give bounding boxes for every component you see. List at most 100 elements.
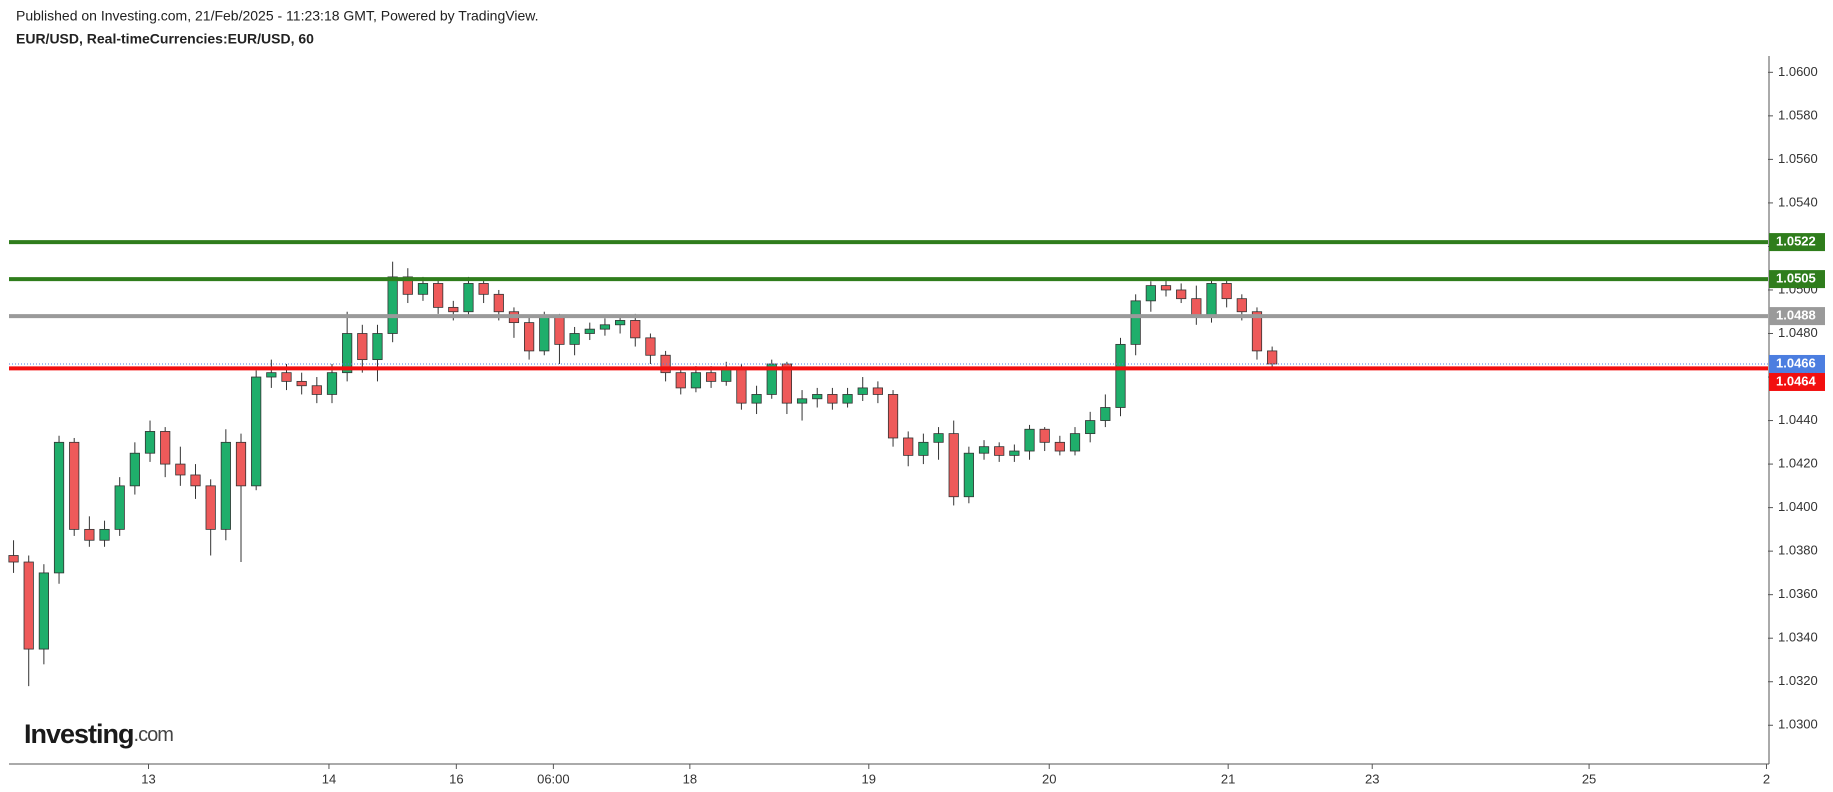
candle-body <box>994 446 1005 456</box>
candle-body <box>69 441 80 530</box>
candle-body <box>539 315 550 352</box>
x-tick-label: 23 <box>1365 771 1379 786</box>
candle-body <box>478 283 489 295</box>
candle-body <box>160 431 171 465</box>
logo-suffix: .com <box>134 724 174 746</box>
y-tick-label: 1.0540 <box>1778 194 1818 209</box>
candle-body <box>357 333 368 361</box>
candle-body <box>311 385 322 395</box>
candle-body <box>1221 283 1232 300</box>
candle-body <box>978 446 990 454</box>
candle-body <box>235 441 247 487</box>
x-tick-label: 14 <box>322 771 336 786</box>
y-tick-label: 1.0300 <box>1778 717 1818 732</box>
logo: Investing.com <box>24 719 173 749</box>
candle-body <box>524 322 535 352</box>
candle-body <box>1115 343 1126 408</box>
x-tick-label: 13 <box>141 771 155 786</box>
candle-body <box>220 441 231 530</box>
candle-body <box>38 572 49 650</box>
candle-body <box>599 324 611 330</box>
candle-body <box>812 394 823 400</box>
candle-body <box>463 283 474 313</box>
candle-body <box>918 441 929 456</box>
candle-body <box>175 463 186 476</box>
candle-body <box>433 283 444 308</box>
candle-body <box>342 333 353 374</box>
candle-body <box>1130 300 1141 345</box>
symbol: EUR/USD, Real-timeCurrencies:EUR/USD, 60 <box>16 31 314 47</box>
y-tick-label: 1.0400 <box>1778 499 1818 514</box>
candle-body <box>144 431 156 454</box>
x-tick-label: 2 <box>1763 771 1770 786</box>
y-tick-label: 1.0420 <box>1778 456 1818 471</box>
candle-body <box>417 283 429 295</box>
candle-body <box>23 561 34 650</box>
candle-body <box>205 485 216 530</box>
y-tick-label: 1.0340 <box>1778 630 1818 645</box>
price-tag <box>1769 233 1825 252</box>
candle-body <box>266 372 277 378</box>
price-tag-label: 1.0522 <box>1776 234 1816 249</box>
candle-body <box>1145 285 1156 302</box>
price-tag-label: 1.0464 <box>1776 373 1817 388</box>
candle-body <box>887 394 899 439</box>
candle-body <box>190 474 201 487</box>
candle-body <box>387 276 398 334</box>
y-tick-label: 1.0380 <box>1778 543 1818 558</box>
candle-body <box>1009 450 1020 456</box>
candle-body <box>99 528 110 541</box>
candle-body <box>963 452 974 498</box>
x-tick-label: 19 <box>862 771 876 786</box>
candle-body <box>84 528 95 541</box>
x-tick-label: 18 <box>683 771 697 786</box>
x-tick-label: 16 <box>449 771 463 786</box>
candle-body <box>251 376 262 487</box>
candle-body <box>1176 289 1187 300</box>
y-tick-label: 1.0480 <box>1778 325 1818 340</box>
candle-body <box>1236 298 1247 313</box>
x-tick-label: 06:00 <box>537 771 570 786</box>
candle-body <box>842 394 853 404</box>
candle-body <box>296 380 307 387</box>
y-tick-label: 1.0560 <box>1778 151 1818 166</box>
candle-body <box>1054 441 1065 452</box>
candle-body <box>796 398 808 404</box>
candle-body <box>1191 298 1202 317</box>
candle-body <box>1085 420 1096 435</box>
candle-body <box>326 372 338 395</box>
candle-body <box>569 333 580 345</box>
y-tick-label: 1.0360 <box>1778 586 1818 601</box>
candle-body <box>827 394 838 404</box>
price-tag <box>1769 307 1825 326</box>
price-tag <box>1769 354 1825 373</box>
candle-body <box>448 306 459 313</box>
candle-body <box>948 433 959 498</box>
candle-body <box>736 367 747 404</box>
candle-body <box>615 320 626 326</box>
candle-body <box>630 320 641 339</box>
candle-body <box>857 387 868 395</box>
candle-body <box>114 485 125 530</box>
candle-body <box>1039 428 1050 443</box>
candle-body <box>129 452 140 487</box>
candle-body <box>705 372 717 382</box>
y-tick-label: 1.0600 <box>1778 64 1818 79</box>
y-tick-label: 1.0580 <box>1778 107 1818 122</box>
y-tick-label: 1.0440 <box>1778 412 1818 427</box>
candle-body <box>872 387 883 395</box>
candle-body <box>584 328 595 334</box>
candle-body <box>554 315 565 345</box>
candle-body <box>690 372 702 389</box>
candle-body <box>933 433 944 443</box>
candle-body <box>903 437 914 456</box>
candle-body <box>1160 285 1172 291</box>
candle-body <box>675 372 686 389</box>
x-tick-label: 20 <box>1042 771 1056 786</box>
candle-body <box>1267 350 1278 365</box>
x-tick-label: 21 <box>1221 771 1235 786</box>
candle-body <box>1024 428 1035 452</box>
published-note: Published on Investing.com, 21/Feb/2025 … <box>16 8 538 24</box>
